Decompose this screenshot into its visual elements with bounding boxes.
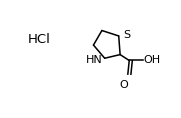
Text: HN: HN — [86, 55, 103, 65]
Text: OH: OH — [144, 55, 161, 65]
Text: S: S — [123, 30, 130, 40]
Text: HCl: HCl — [28, 33, 51, 46]
Text: O: O — [119, 80, 128, 90]
